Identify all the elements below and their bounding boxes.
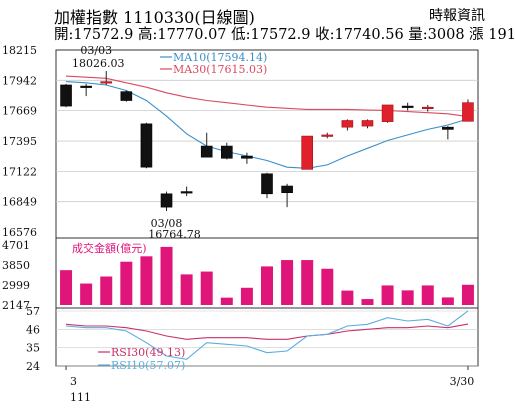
low-annotation-value: 16764.78 xyxy=(148,228,201,241)
candle-body xyxy=(301,135,313,170)
candle-body xyxy=(421,106,434,109)
rsi-tick-label: 35 xyxy=(26,342,40,355)
volume-bar xyxy=(120,261,133,305)
candle-body xyxy=(281,185,293,193)
volume-bar xyxy=(401,290,414,305)
rsi30-line xyxy=(65,323,469,340)
ma10-legend-label: MA10(17594.14) xyxy=(173,51,267,64)
rsi-tick-label: 46 xyxy=(26,323,40,336)
volume-bar xyxy=(261,266,273,305)
rsi-tick-label: 57 xyxy=(26,305,40,318)
candle-body xyxy=(361,120,374,127)
rsi-tick-label: 24 xyxy=(26,360,40,373)
volume-bar xyxy=(140,256,153,305)
volume-tick-label: 3850 xyxy=(2,259,30,272)
rsi10-legend-label: RSI10(57.07) xyxy=(111,359,185,372)
x-tick-label: 3 xyxy=(70,375,77,388)
volume-bar xyxy=(301,260,314,305)
candle-body xyxy=(381,104,394,122)
candle-body xyxy=(221,145,233,159)
volume-bar xyxy=(80,283,93,305)
high-annotation-value: 18026.03 xyxy=(72,57,125,70)
candle-body xyxy=(120,91,133,101)
volume-bar xyxy=(321,268,334,305)
x-tick-sublabel: 111 xyxy=(70,391,91,404)
volume-bar xyxy=(160,246,173,305)
volume-bar xyxy=(240,287,253,305)
candle-body xyxy=(401,105,414,108)
volume-bar xyxy=(180,274,193,305)
chart-frame xyxy=(55,49,479,367)
candle-body xyxy=(341,120,354,128)
candle-body xyxy=(140,123,153,168)
low-annotation-date: 03/08 xyxy=(151,217,183,230)
price-tick-label: 16576 xyxy=(2,226,37,239)
volume-bar xyxy=(60,270,73,305)
candle-body xyxy=(100,81,113,84)
rsi10-line xyxy=(65,310,469,360)
volume-bar xyxy=(421,285,434,305)
price-tick-label: 16849 xyxy=(2,196,37,209)
volume-bar xyxy=(281,260,294,305)
volume-tick-label: 4701 xyxy=(2,239,30,252)
volume-bar xyxy=(200,271,213,305)
candle-body xyxy=(261,173,273,195)
candle-body xyxy=(321,134,334,137)
volume-tick-label: 2147 xyxy=(2,299,30,312)
ohlc-stats: 開:17572.9 高:17770.07 低:17572.9 收:17740.5… xyxy=(54,27,515,43)
volume-tick-label: 2999 xyxy=(2,279,30,292)
candle-body xyxy=(180,191,193,194)
volume-bar xyxy=(341,290,354,305)
candle-body xyxy=(80,85,92,88)
ma30-line xyxy=(65,75,469,118)
chart-title: 加權指數 1110330(日線圖) xyxy=(54,8,255,27)
ma10-line xyxy=(65,81,469,169)
candle-body xyxy=(200,145,213,158)
rsi30-legend-label: RSI30(49.13) xyxy=(111,346,185,359)
candle-body xyxy=(60,84,72,107)
volume-bar xyxy=(100,276,113,305)
price-tick-label: 17395 xyxy=(2,135,37,148)
price-tick-label: 18215 xyxy=(2,44,37,57)
price-tick-label: 17942 xyxy=(2,74,37,87)
price-tick-label: 17122 xyxy=(2,165,37,178)
ma30-legend-label: MA30(17615.03) xyxy=(173,63,267,76)
volume-bar xyxy=(441,297,454,305)
volume-bar xyxy=(381,285,394,305)
candle-body xyxy=(160,193,173,208)
price-tick-label: 17669 xyxy=(2,105,37,118)
candle-body xyxy=(241,155,253,159)
volume-legend-label: 成交金額(億元) xyxy=(72,241,147,255)
volume-bar xyxy=(220,297,233,305)
x-tick-label: 3/30 xyxy=(450,375,475,388)
candle-body xyxy=(462,102,474,122)
chart-source: 時報資訊 xyxy=(429,8,485,24)
high-annotation-date: 03/03 xyxy=(80,44,112,57)
volume-bar xyxy=(461,284,474,305)
candle-body xyxy=(442,126,454,130)
volume-bar xyxy=(361,299,374,305)
